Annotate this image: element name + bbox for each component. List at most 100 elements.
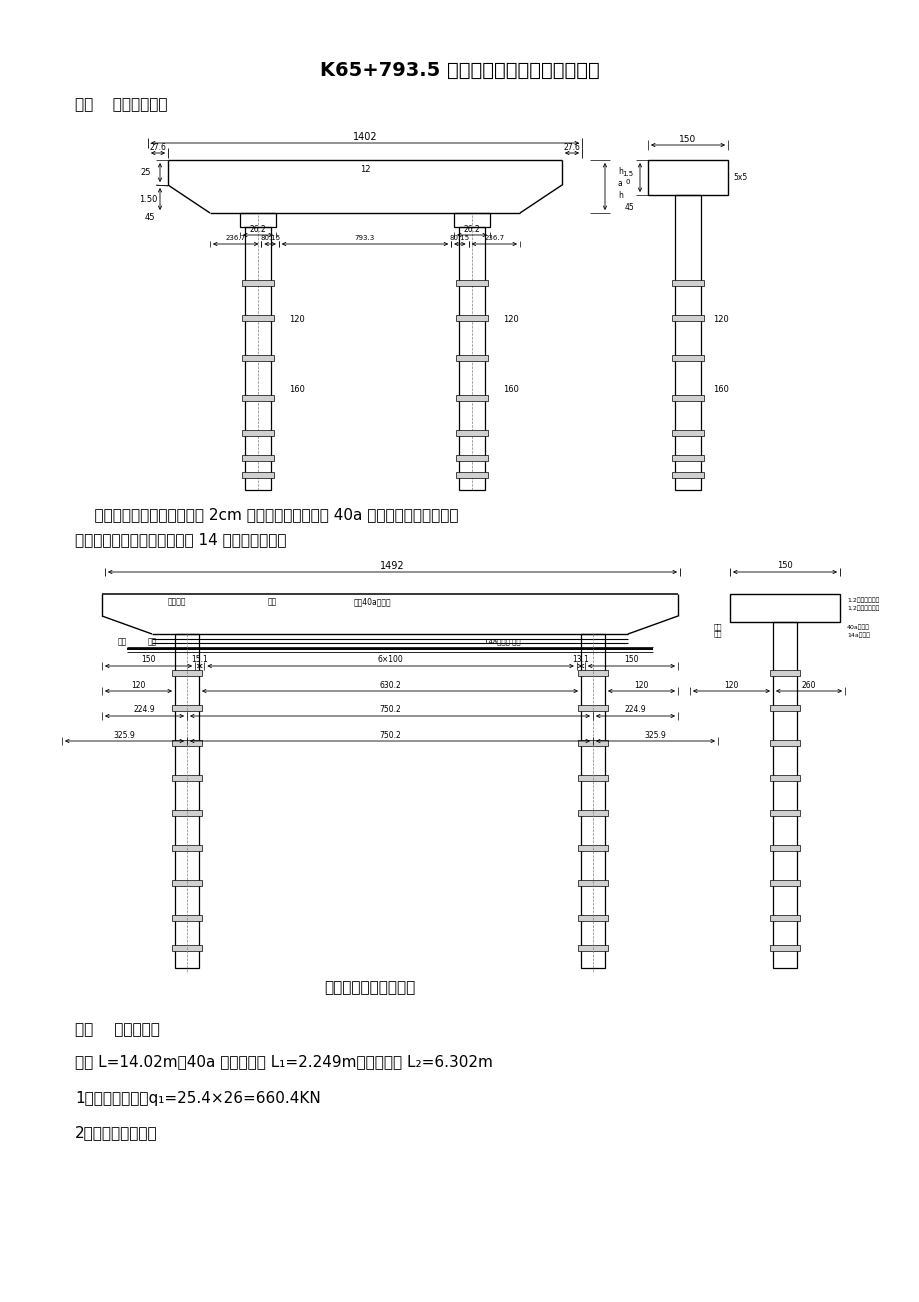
Text: 13.1: 13.1 [572,655,588,664]
Text: 325.9: 325.9 [644,730,665,740]
Text: 14a工字钢: 14a工字钢 [846,633,869,638]
Text: 水枋: 水枋 [267,598,277,607]
Bar [242,430,274,436]
Text: 80.15: 80.15 [449,234,470,241]
Bar [671,315,703,322]
Text: 120: 120 [289,315,304,324]
Text: 120: 120 [633,681,648,690]
Text: 侧板: 侧板 [118,638,127,647]
Text: 总长 L=14.02m，40a 工字颉悬臂 L₁=2.249m，墩柱净距 L₂=6.302m: 总长 L=14.02m，40a 工字颉悬臂 L₁=2.249m，墩柱净距 L₂=… [75,1055,493,1069]
Text: 1.2米高钢管护栏: 1.2米高钢管护栏 [846,598,879,603]
Text: 1.50: 1.50 [139,194,157,203]
Text: 325.9: 325.9 [114,730,135,740]
Bar [769,845,800,852]
Bar [172,775,202,781]
Bar [456,315,487,322]
Text: a: a [618,178,622,187]
Text: 630.2: 630.2 [379,681,401,690]
Text: 120: 120 [723,681,738,690]
Text: h: h [618,168,622,177]
Text: 260: 260 [800,681,815,690]
Text: 14a工字钢 工钢: 14a工字钢 工钢 [483,639,520,646]
Text: 160: 160 [289,385,304,395]
Bar [577,740,607,746]
Text: 150: 150 [623,655,638,664]
Text: 盖梁模板、支架布置图: 盖梁模板、支架布置图 [324,980,415,996]
Text: 15.1: 15.1 [191,655,208,664]
Text: 1402: 1402 [352,132,377,142]
Text: 一、    盖梁结构特点: 一、 盖梁结构特点 [75,98,167,112]
Text: 2、模板、支架自重: 2、模板、支架自重 [75,1125,157,1141]
Bar [456,280,487,286]
Bar [769,915,800,921]
Text: 25: 25 [140,168,151,177]
Bar [671,430,703,436]
Text: K65+793.5 分离式立交盖梁支架施工方案: K65+793.5 分离式立交盖梁支架施工方案 [320,60,599,79]
Bar [729,594,839,622]
Text: 1492: 1492 [380,561,404,572]
Bar [453,214,490,227]
Text: 立型钢梁: 立型钢梁 [167,598,186,607]
Bar [671,280,703,286]
Bar [456,355,487,361]
Bar [577,845,607,852]
Bar [577,671,607,676]
Bar [456,395,487,401]
Bar [671,395,703,401]
Text: 45: 45 [144,214,155,223]
Bar [769,945,800,950]
Bar [581,634,605,967]
Text: 224.9: 224.9 [624,706,646,715]
Text: 26.2: 26.2 [463,224,480,233]
Bar [456,430,487,436]
Text: 120: 120 [712,315,728,324]
Bar [459,227,484,490]
Text: 1.2米高钢管护栏: 1.2米高钢管护栏 [846,605,879,611]
Text: 793.3: 793.3 [355,234,375,241]
Text: 5x5: 5x5 [732,172,746,181]
Bar [577,810,607,816]
Text: 120: 120 [131,681,145,690]
Bar [769,671,800,676]
Bar [172,704,202,711]
Bar [244,227,271,490]
Text: 6×100: 6×100 [378,655,403,664]
Bar [172,945,202,950]
Text: 1、盖梁砖重量：q₁=25.4×26=660.4KN: 1、盖梁砖重量：q₁=25.4×26=660.4KN [75,1091,321,1105]
Text: 水枋: 水枋 [713,624,721,630]
Text: 盖梁施工采用在墩柱上设置 2cm 厚钉抱箍，上面采用 40a 工字颉作纵梁，携设施: 盖梁施工采用在墩柱上设置 2cm 厚钉抱箍，上面采用 40a 工字颉作纵梁，携设… [75,508,458,522]
Bar [577,880,607,885]
Bar [769,740,800,746]
Text: 27.6: 27.6 [563,143,580,152]
Text: 160: 160 [712,385,728,395]
Text: 侧板: 侧板 [713,630,721,637]
Bar [671,473,703,478]
Text: 160: 160 [503,385,518,395]
Text: 224.9: 224.9 [133,706,155,715]
Bar [456,454,487,461]
Bar [769,704,800,711]
Bar [172,880,202,885]
Bar [172,845,202,852]
Text: 12: 12 [359,165,369,174]
Bar [456,473,487,478]
Bar [172,671,202,676]
Text: 底板: 底板 [147,638,156,647]
Text: 150: 150 [678,134,696,143]
Bar [175,634,199,967]
Bar [242,355,274,361]
Bar [577,704,607,711]
Text: 45: 45 [624,203,634,211]
Text: 750.2: 750.2 [379,706,401,715]
Bar [242,315,274,322]
Bar [172,915,202,921]
Bar [577,915,607,921]
Text: 236.7: 236.7 [225,234,245,241]
Text: 26.2: 26.2 [249,224,267,233]
Text: 80.15: 80.15 [260,234,280,241]
Text: 27.6: 27.6 [150,143,166,152]
Bar [240,214,276,227]
Text: 纵梁40a工字钢: 纵梁40a工字钢 [353,598,391,607]
Bar [577,775,607,781]
Text: 1.5
0: 1.5 0 [622,172,633,185]
